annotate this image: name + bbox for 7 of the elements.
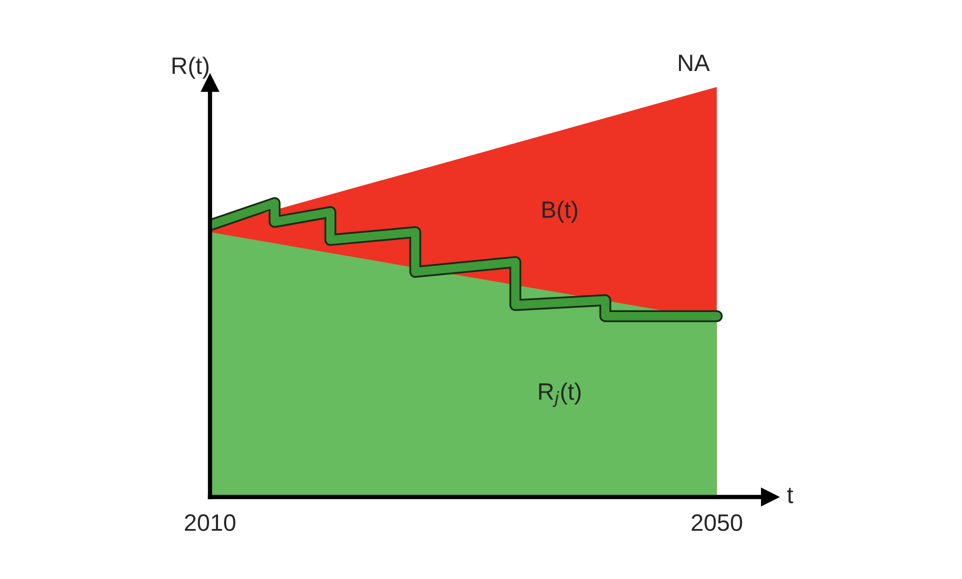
x-tick-label: 2050 bbox=[692, 514, 742, 532]
x-axis-title: t bbox=[787, 488, 794, 504]
x-tick-label: 2010 bbox=[184, 514, 236, 532]
series-label: R$_{j}$(t) bbox=[539, 382, 581, 407]
series-label: B(t) bbox=[542, 200, 578, 223]
annotation: NA bbox=[678, 54, 710, 71]
y-axis-title: R(t) bbox=[172, 56, 209, 79]
